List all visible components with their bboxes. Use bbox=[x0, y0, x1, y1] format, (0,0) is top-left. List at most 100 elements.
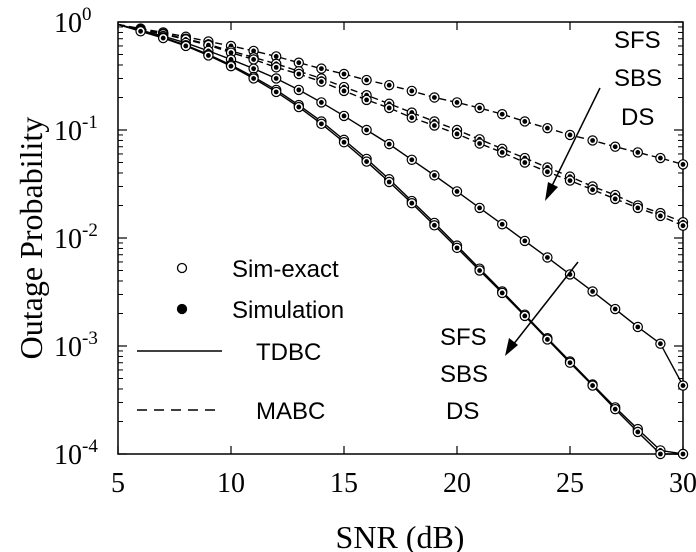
simulation-point bbox=[454, 189, 460, 194]
x-tick-label: 20 bbox=[443, 468, 471, 499]
annotation-lower-ds: DS bbox=[446, 398, 479, 425]
simulation-point bbox=[522, 160, 528, 165]
y-tick-label: 10-4 bbox=[54, 436, 98, 471]
simulation-point bbox=[432, 123, 437, 128]
y-tick-label-base: 10 bbox=[54, 116, 82, 147]
y-tick-label: 10-3 bbox=[54, 328, 98, 363]
simulation-point bbox=[432, 172, 437, 178]
simulation-point bbox=[522, 238, 528, 244]
simulation-point bbox=[545, 169, 550, 175]
simulation-point bbox=[386, 105, 392, 111]
simulation-point bbox=[545, 255, 550, 260]
y-tick-label-exponent: 0 bbox=[82, 4, 92, 25]
simulation-point bbox=[364, 77, 369, 83]
simulation-point bbox=[273, 54, 279, 59]
plot-area bbox=[117, 21, 684, 455]
simulation-point bbox=[499, 290, 505, 296]
x-tick-label: 25 bbox=[556, 468, 584, 499]
annotation-upper-arrow-head bbox=[545, 182, 558, 201]
simulation-point bbox=[680, 451, 686, 457]
simulation-point bbox=[183, 43, 189, 49]
series-1 bbox=[117, 23, 689, 170]
x-tick-label: 10 bbox=[217, 468, 245, 499]
simulation-point bbox=[612, 144, 618, 150]
y-tick-label-exponent: -4 bbox=[82, 436, 98, 457]
simulation-point bbox=[499, 111, 505, 117]
simulation-point bbox=[499, 150, 505, 155]
y-tick-label-base: 10 bbox=[54, 224, 82, 255]
y-tick-label-base: 10 bbox=[54, 440, 82, 471]
annotation-lower-arrow-shaft bbox=[508, 261, 579, 351]
simulation-point bbox=[251, 57, 256, 62]
simulation-point bbox=[364, 127, 369, 133]
y-tick-label: 10-1 bbox=[54, 112, 98, 147]
annotation-upper: SFS SBS DS bbox=[545, 27, 662, 201]
y-tick-label-base: 10 bbox=[54, 332, 82, 363]
legend: Sim-exact Simulation TDBC MABC bbox=[137, 256, 344, 425]
simulation-point bbox=[680, 383, 686, 388]
simulation-point bbox=[635, 429, 641, 435]
simulation-point bbox=[680, 223, 686, 229]
x-tick-label: 15 bbox=[330, 468, 358, 499]
simulation-point bbox=[499, 221, 505, 227]
x-tick-labels: 5 10 15 20 25 30 bbox=[111, 468, 696, 499]
simulation-point bbox=[680, 162, 686, 167]
y-tick-label-exponent: -3 bbox=[82, 328, 98, 349]
simulation-point bbox=[409, 200, 415, 206]
annotation-upper-arrow-shaft bbox=[547, 87, 601, 195]
simulation-point bbox=[341, 88, 347, 94]
simulation-point bbox=[567, 178, 573, 184]
simulation-point bbox=[590, 138, 595, 143]
simulation-point bbox=[386, 82, 392, 88]
simulation-point bbox=[477, 205, 482, 211]
simulation-point bbox=[296, 71, 302, 77]
simulation-point bbox=[432, 222, 437, 228]
simulation-point bbox=[273, 76, 279, 81]
simulation-point bbox=[522, 313, 528, 319]
simulation-point bbox=[251, 76, 256, 81]
legend-label-simulation: Simulation bbox=[232, 297, 344, 324]
y-tick-label-base: 10 bbox=[54, 8, 82, 39]
simulation-point bbox=[409, 88, 415, 94]
legend-label-mabc: MABC bbox=[256, 398, 325, 425]
simulation-point bbox=[612, 406, 618, 412]
simulation-point bbox=[635, 324, 641, 330]
x-axis-title: SNR (dB) bbox=[336, 519, 465, 552]
simulation-point bbox=[477, 141, 482, 146]
simulation-point bbox=[635, 150, 641, 155]
y-tick-label-exponent: -1 bbox=[82, 112, 98, 133]
simulation-point bbox=[319, 121, 324, 127]
simulation-point bbox=[545, 125, 550, 131]
annotation-lower: SFS SBS DS bbox=[440, 261, 579, 425]
simulation-point bbox=[386, 179, 392, 185]
simulation-point bbox=[612, 196, 618, 202]
annotation-lower-sfs: SFS bbox=[440, 324, 487, 351]
simulation-point bbox=[273, 89, 279, 95]
x-tick-label: 5 bbox=[111, 468, 125, 499]
simulation-point bbox=[658, 155, 663, 161]
legend-marker-open-circle bbox=[176, 262, 188, 274]
annotation-lower-arrow-head bbox=[505, 338, 518, 356]
simulation-point bbox=[341, 139, 347, 145]
simulation-point bbox=[612, 306, 618, 312]
simulation-point bbox=[386, 141, 392, 147]
series-layer bbox=[117, 23, 689, 460]
simulation-point bbox=[160, 35, 166, 41]
simulation-point bbox=[454, 100, 460, 105]
simulation-point bbox=[658, 341, 663, 347]
simulation-point bbox=[477, 268, 482, 273]
axis-ticks bbox=[117, 21, 684, 455]
legend-label-sim-exact: Sim-exact bbox=[232, 256, 339, 283]
simulation-point bbox=[341, 113, 347, 119]
series-6 bbox=[117, 23, 689, 460]
annotation-lower-sbs: SBS bbox=[440, 361, 488, 388]
simulation-point bbox=[319, 66, 324, 72]
simulation-point bbox=[319, 79, 324, 85]
simulation-point bbox=[567, 132, 573, 138]
simulation-point bbox=[432, 95, 437, 100]
simulation-point bbox=[296, 104, 302, 110]
simulation-point bbox=[635, 205, 641, 211]
simulation-point bbox=[567, 360, 573, 366]
